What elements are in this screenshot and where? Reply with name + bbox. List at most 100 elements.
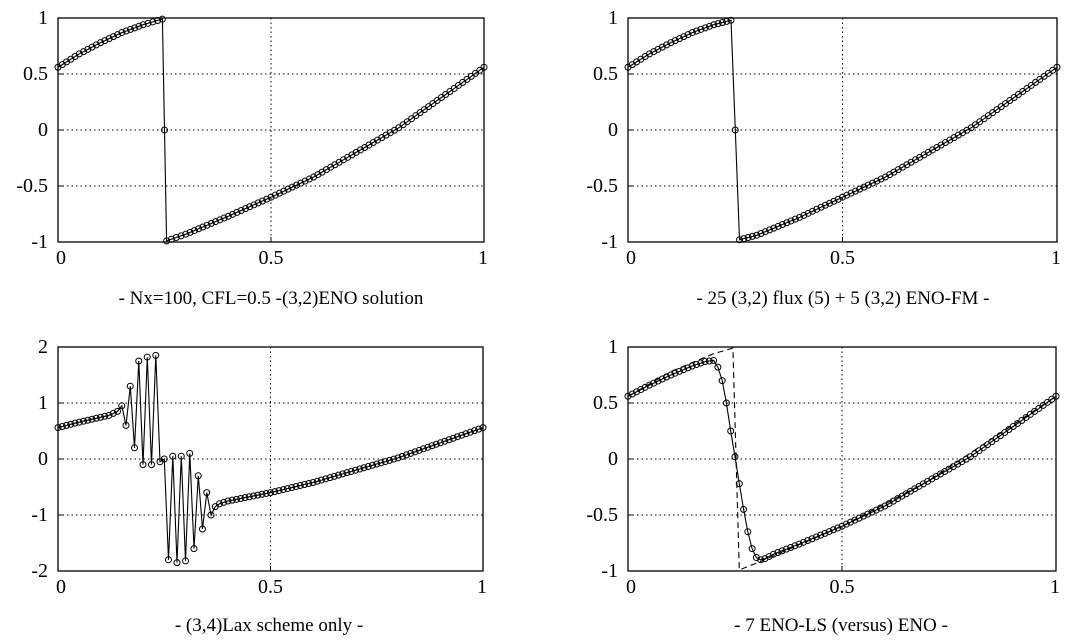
data-point — [787, 217, 795, 225]
data-point — [812, 533, 820, 541]
data-point — [167, 235, 175, 243]
y-tick-label: 0.5 — [23, 63, 48, 85]
data-point — [650, 48, 658, 56]
data-point — [271, 191, 279, 199]
data-point — [796, 213, 804, 221]
data-point — [122, 27, 130, 35]
data-point — [877, 504, 885, 512]
data-point — [177, 452, 185, 460]
data-point — [258, 490, 266, 498]
data-point — [817, 203, 825, 211]
x-tick-label: 1 — [1051, 247, 1061, 269]
data-point — [791, 215, 799, 223]
y-tick-label: -1 — [601, 560, 618, 582]
data-point — [233, 495, 240, 503]
y-tick-label: -1 — [601, 231, 618, 253]
data-point — [275, 487, 283, 495]
data-point — [804, 209, 812, 217]
data-point — [641, 383, 649, 391]
y-tick-label: 0 — [608, 448, 618, 470]
data-point — [199, 223, 207, 231]
data-point — [847, 189, 855, 197]
chart-panel-1: 0 0.5 1 1 0.5 0 -0.5 -1 — [16, 7, 488, 269]
data-point — [284, 485, 291, 493]
data-point — [761, 228, 769, 236]
data-point — [88, 415, 96, 423]
y-tick-label: 1 — [608, 7, 618, 29]
data-point — [377, 459, 385, 467]
data-point — [109, 409, 117, 417]
data-point — [701, 358, 709, 366]
data-point — [839, 193, 846, 201]
data-point — [714, 20, 722, 28]
data-point — [97, 39, 105, 47]
data-point — [250, 201, 258, 209]
y-tick-label: 0 — [38, 448, 48, 470]
data-point — [241, 494, 249, 502]
data-point — [658, 43, 666, 51]
data-point — [675, 35, 683, 43]
data-point — [411, 448, 419, 456]
data-point — [322, 475, 330, 483]
data-point — [680, 33, 688, 41]
data-point — [748, 545, 756, 553]
data-point — [403, 451, 410, 459]
data-point — [864, 181, 872, 189]
data-point — [212, 218, 220, 226]
data-point — [684, 364, 692, 372]
data-point — [364, 463, 372, 471]
data-point — [203, 221, 211, 229]
data-point — [688, 29, 696, 37]
data-point — [710, 21, 718, 29]
y-tick-label: 1 — [608, 336, 618, 358]
data-point — [135, 22, 143, 30]
data-point — [766, 226, 774, 234]
data-point — [829, 526, 837, 534]
data-point — [650, 379, 658, 387]
data-point — [143, 353, 151, 361]
y-tick-label: 0 — [38, 119, 48, 141]
y-tick-label: -0.5 — [586, 504, 618, 526]
data-point — [207, 219, 215, 227]
data-point — [258, 197, 266, 205]
data-point — [207, 511, 215, 519]
data-point — [161, 126, 168, 134]
data-point — [800, 211, 808, 219]
data-point — [398, 452, 406, 460]
data-point — [254, 199, 262, 207]
data-point — [445, 436, 453, 444]
data-point — [740, 235, 748, 243]
data-point — [71, 419, 79, 427]
data-point — [67, 420, 75, 428]
data-point — [479, 424, 487, 432]
data-point — [727, 16, 735, 24]
data-point — [163, 237, 171, 245]
data-point — [186, 228, 194, 236]
data-point — [305, 480, 313, 488]
data-point — [480, 63, 488, 71]
data-point — [475, 425, 483, 433]
data-point — [126, 382, 134, 390]
data-point — [352, 466, 359, 474]
data-point — [326, 474, 334, 482]
data-point — [182, 557, 189, 565]
data-point — [84, 416, 92, 424]
data-point — [216, 216, 224, 224]
data-point — [753, 231, 761, 239]
data-point — [752, 554, 760, 562]
data-point — [808, 535, 816, 543]
data-point — [804, 537, 812, 545]
data-point — [471, 427, 478, 435]
data-point — [778, 547, 786, 555]
data-point — [144, 19, 152, 27]
caption-panel-1: - Nx=100, CFL=0.5 -(3,2)ENO solution — [118, 288, 424, 309]
data-point — [360, 464, 368, 472]
data-point — [228, 496, 236, 504]
data-point — [830, 197, 838, 205]
x-tick-label: 0 — [626, 247, 636, 269]
data-point — [684, 31, 692, 39]
data-point — [118, 402, 126, 410]
data-point — [736, 236, 744, 244]
data-point — [276, 189, 284, 197]
data-point — [190, 227, 198, 235]
